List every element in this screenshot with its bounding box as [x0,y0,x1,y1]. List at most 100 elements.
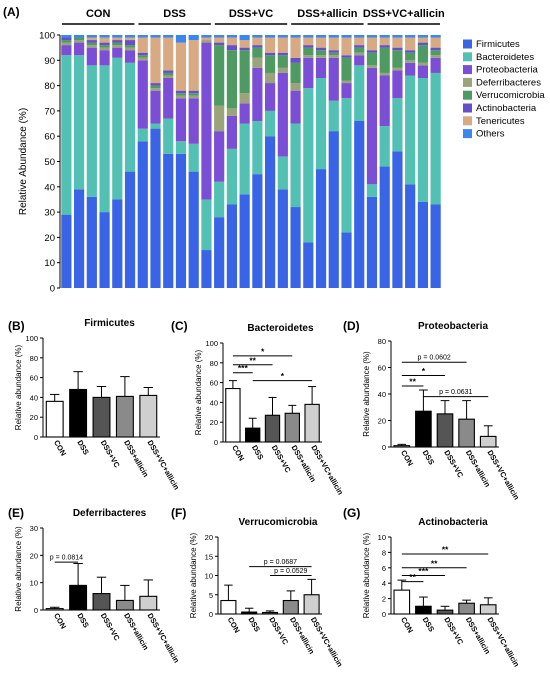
stacked-bar-segment [74,189,85,288]
y-tick-label: 0 [34,606,38,615]
legend-label: Verrucomicrobia [476,90,545,101]
stacked-bar-segment [277,35,288,38]
y-tick-label: 40 [378,390,386,399]
stacked-bar-segment [201,199,212,251]
significance-label: ** [409,572,416,582]
y-tick-label: 10 [30,579,38,588]
stacked-bar-segment [290,37,301,58]
stacked-bar-segment [392,67,403,71]
stacked-bar-segment [303,88,314,243]
stacked-bar-segment [354,45,365,48]
legend-label: Tenericutes [476,116,525,127]
legend-swatch [463,116,472,126]
stacked-bar-segment [315,55,327,58]
significance-label: p = 0.0814 [50,555,83,562]
stacked-bar-segment [175,35,187,43]
stacked-bar-segment [124,50,136,63]
y-tick-label: 60 [44,132,55,143]
y-axis-title: Relative Abundance (%) [18,108,29,215]
stacked-bar-segment [201,40,212,43]
panel-label: (D) [343,319,360,333]
stacked-bar-segment [392,98,403,152]
stacked-bar-segment [124,171,136,288]
significance-label: ** [442,544,449,554]
y-axis-title: Relative abundance (%) [14,526,23,612]
stacked-bar-segment [124,47,136,51]
stacked-bar-segment [226,108,237,116]
stacked-bar-segment [137,55,148,58]
stacked-bar-segment [99,42,110,46]
stacked-bar-segment [124,40,136,46]
y-tick-label: 40 [30,393,38,402]
category-label: CON [399,449,415,468]
stacked-bar-segment [341,55,352,58]
stacked-bar-segment [328,131,339,288]
y-tick-label: 60 [210,379,218,388]
bar [92,396,111,438]
panel-label: (F) [171,506,186,520]
stacked-bar-segment [188,143,199,172]
stacked-bar-segment [214,217,225,288]
y-tick-label: 2 [382,595,386,604]
stacked-bar-segment [150,83,161,86]
bar [92,593,111,611]
panel-label: (B) [8,319,25,333]
stacked-bar-segment [303,55,314,58]
y-tick-label: 0 [382,610,386,619]
y-axis-title: Relative abundance (%) [14,344,23,430]
category-label: DSS+VC+allicin [146,439,182,492]
stacked-bar-segment [379,72,390,76]
stacked-bar-segment [277,37,288,53]
legend-swatch [463,103,472,113]
stacked-bar-segment [417,65,428,79]
stacked-bar-segment [354,37,365,46]
legend-swatch [463,77,472,87]
stacked-bar-segment [112,35,123,38]
stacked-bar-segment [74,42,85,56]
significance-label: *** [418,566,429,576]
stacked-bar-segment [86,47,97,66]
stacked-bar-segment [226,204,237,288]
stacked-bar-segment [417,45,428,63]
stacked-bar-segment [379,166,390,288]
stacked-bar-segment [188,40,199,91]
stacked-bar-segment [188,171,199,288]
bar [303,594,320,615]
stacked-bar-segment [150,85,161,89]
stacked-bar-segment [277,72,288,157]
bar [282,599,299,615]
stacked-bar-segment [379,126,390,167]
stacked-bar-segment [277,156,288,190]
y-tick-label: 80 [210,359,218,368]
stacked-bar-segment [354,121,365,289]
y-tick-label: 6 [382,564,386,573]
stacked-bar-segment [99,35,110,38]
chart-title: Verrucomicrobia [239,517,318,528]
stacked-bar-segment [99,37,110,43]
stacked-bar-segment [175,90,187,94]
stacked-bar-segment [265,55,276,73]
y-tick-label: 20 [205,533,213,542]
y-tick-label: 70 [44,106,55,117]
stacked-bar-segment [392,47,403,51]
stacked-bar-segment [315,35,327,38]
legend-swatch [463,129,472,139]
stacked-bar-segment [175,98,187,142]
stacked-bar-segment [175,95,187,99]
stacked-bar-segment [214,42,225,46]
y-axis-title: Relative abundance (%) [362,532,371,618]
category-label: CON [399,616,415,635]
stacked-bar-segment [430,47,441,51]
category-label: DSS+VC+allicin [146,612,182,665]
stacked-bar-segment [379,37,390,46]
legend-label: Deferribacteres [476,77,541,88]
stacked-bar-segment [328,50,339,53]
category-label: DSS+VC [99,439,122,470]
stacked-bar-segment [392,50,403,68]
stacked-bar-segment [405,37,416,51]
y-axis-title: Relative abundance (%) [194,349,203,435]
legend-swatch [463,65,472,75]
stacked-bar-segment [99,47,110,51]
stacked-bar-segment [265,136,276,288]
y-tick-label: 100 [39,31,55,42]
